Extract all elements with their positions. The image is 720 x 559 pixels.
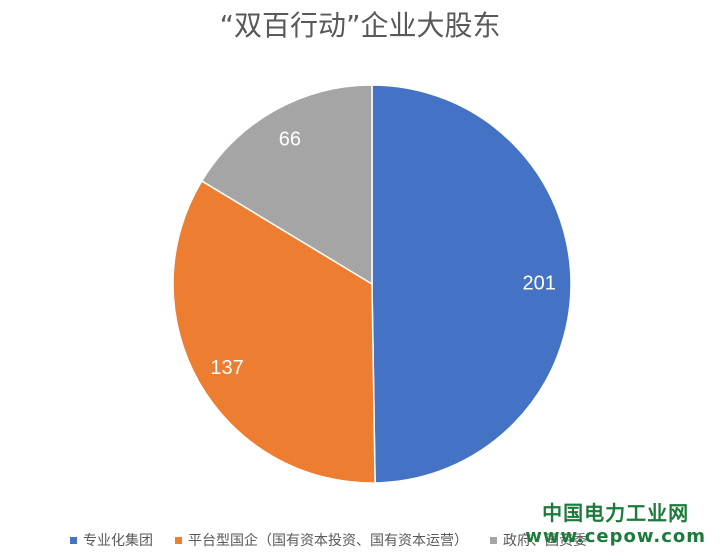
legend-label-1: 专业化集团 [83, 533, 153, 549]
legend-swatch-3 [490, 536, 497, 544]
legend-item-2: 平台型国企（国有资本投资、国有资本运营） [175, 530, 468, 550]
watermark-logo: 中国电力工业网 www.cepow.com [525, 497, 706, 547]
legend-label-2: 平台型国企（国有资本投资、国有资本运营） [188, 533, 468, 549]
pie-slice-2 [172, 179, 376, 484]
data-label-3: 66 [279, 128, 301, 150]
pie-slice-3 [200, 84, 373, 286]
data-label-1: 201 [522, 273, 555, 295]
legend-item-1: 专业化集团 [70, 530, 153, 550]
chart-title: “双百行动”企业大股东 [219, 9, 501, 42]
legend-item-3: 政府、国资委 [490, 530, 587, 550]
data-label-2: 137 [210, 357, 243, 379]
chart-legend: 专业化集团 平台型国企（国有资本投资、国有资本运营） 政府、国资委 [70, 530, 710, 550]
pie-slice-1 [371, 84, 572, 484]
legend-swatch-1 [70, 536, 77, 544]
watermark-line-2: www.cepow.com [525, 526, 706, 547]
watermark-line-1: 中国电力工业网 [542, 501, 690, 525]
legend-label-3: 政府、国资委 [503, 533, 587, 549]
legend-swatch-2 [175, 536, 182, 544]
